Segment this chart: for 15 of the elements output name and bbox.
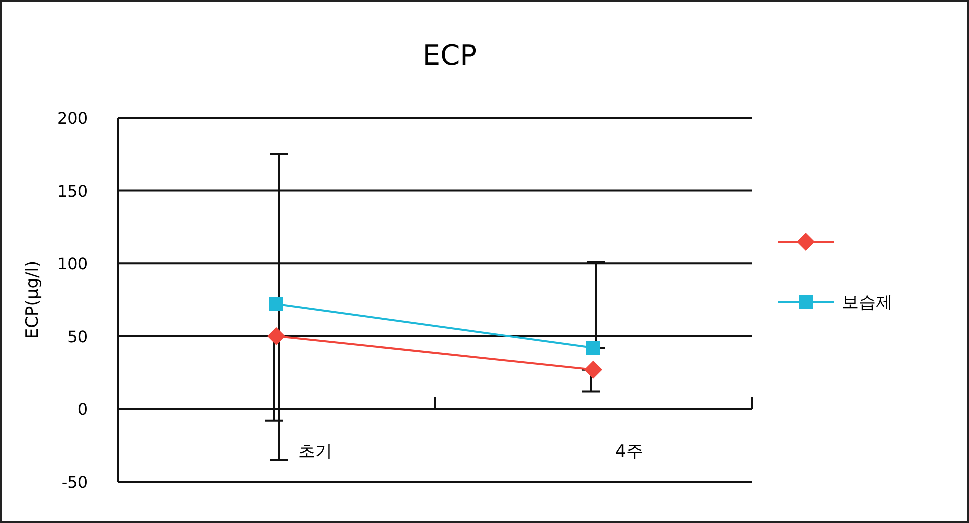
point: [270, 297, 284, 312]
y-axis-title: ECP(μg/l): [23, 260, 43, 340]
y-tick-label: 100: [57, 254, 88, 274]
y-tick-label: 150: [57, 182, 88, 201]
legend-label: 보습제: [842, 293, 893, 313]
y-tick-label: -50: [62, 473, 88, 492]
y-tick-label: 50: [68, 327, 88, 346]
point: [584, 360, 602, 379]
x-tick-label: 4주: [616, 442, 644, 462]
x-tick-label: 초기: [298, 442, 332, 462]
point: [268, 327, 286, 346]
point: [586, 341, 600, 356]
y-tick-label: 0: [78, 400, 88, 420]
chart-title: ECP: [422, 39, 478, 72]
y-tick-label: 200: [57, 109, 88, 128]
